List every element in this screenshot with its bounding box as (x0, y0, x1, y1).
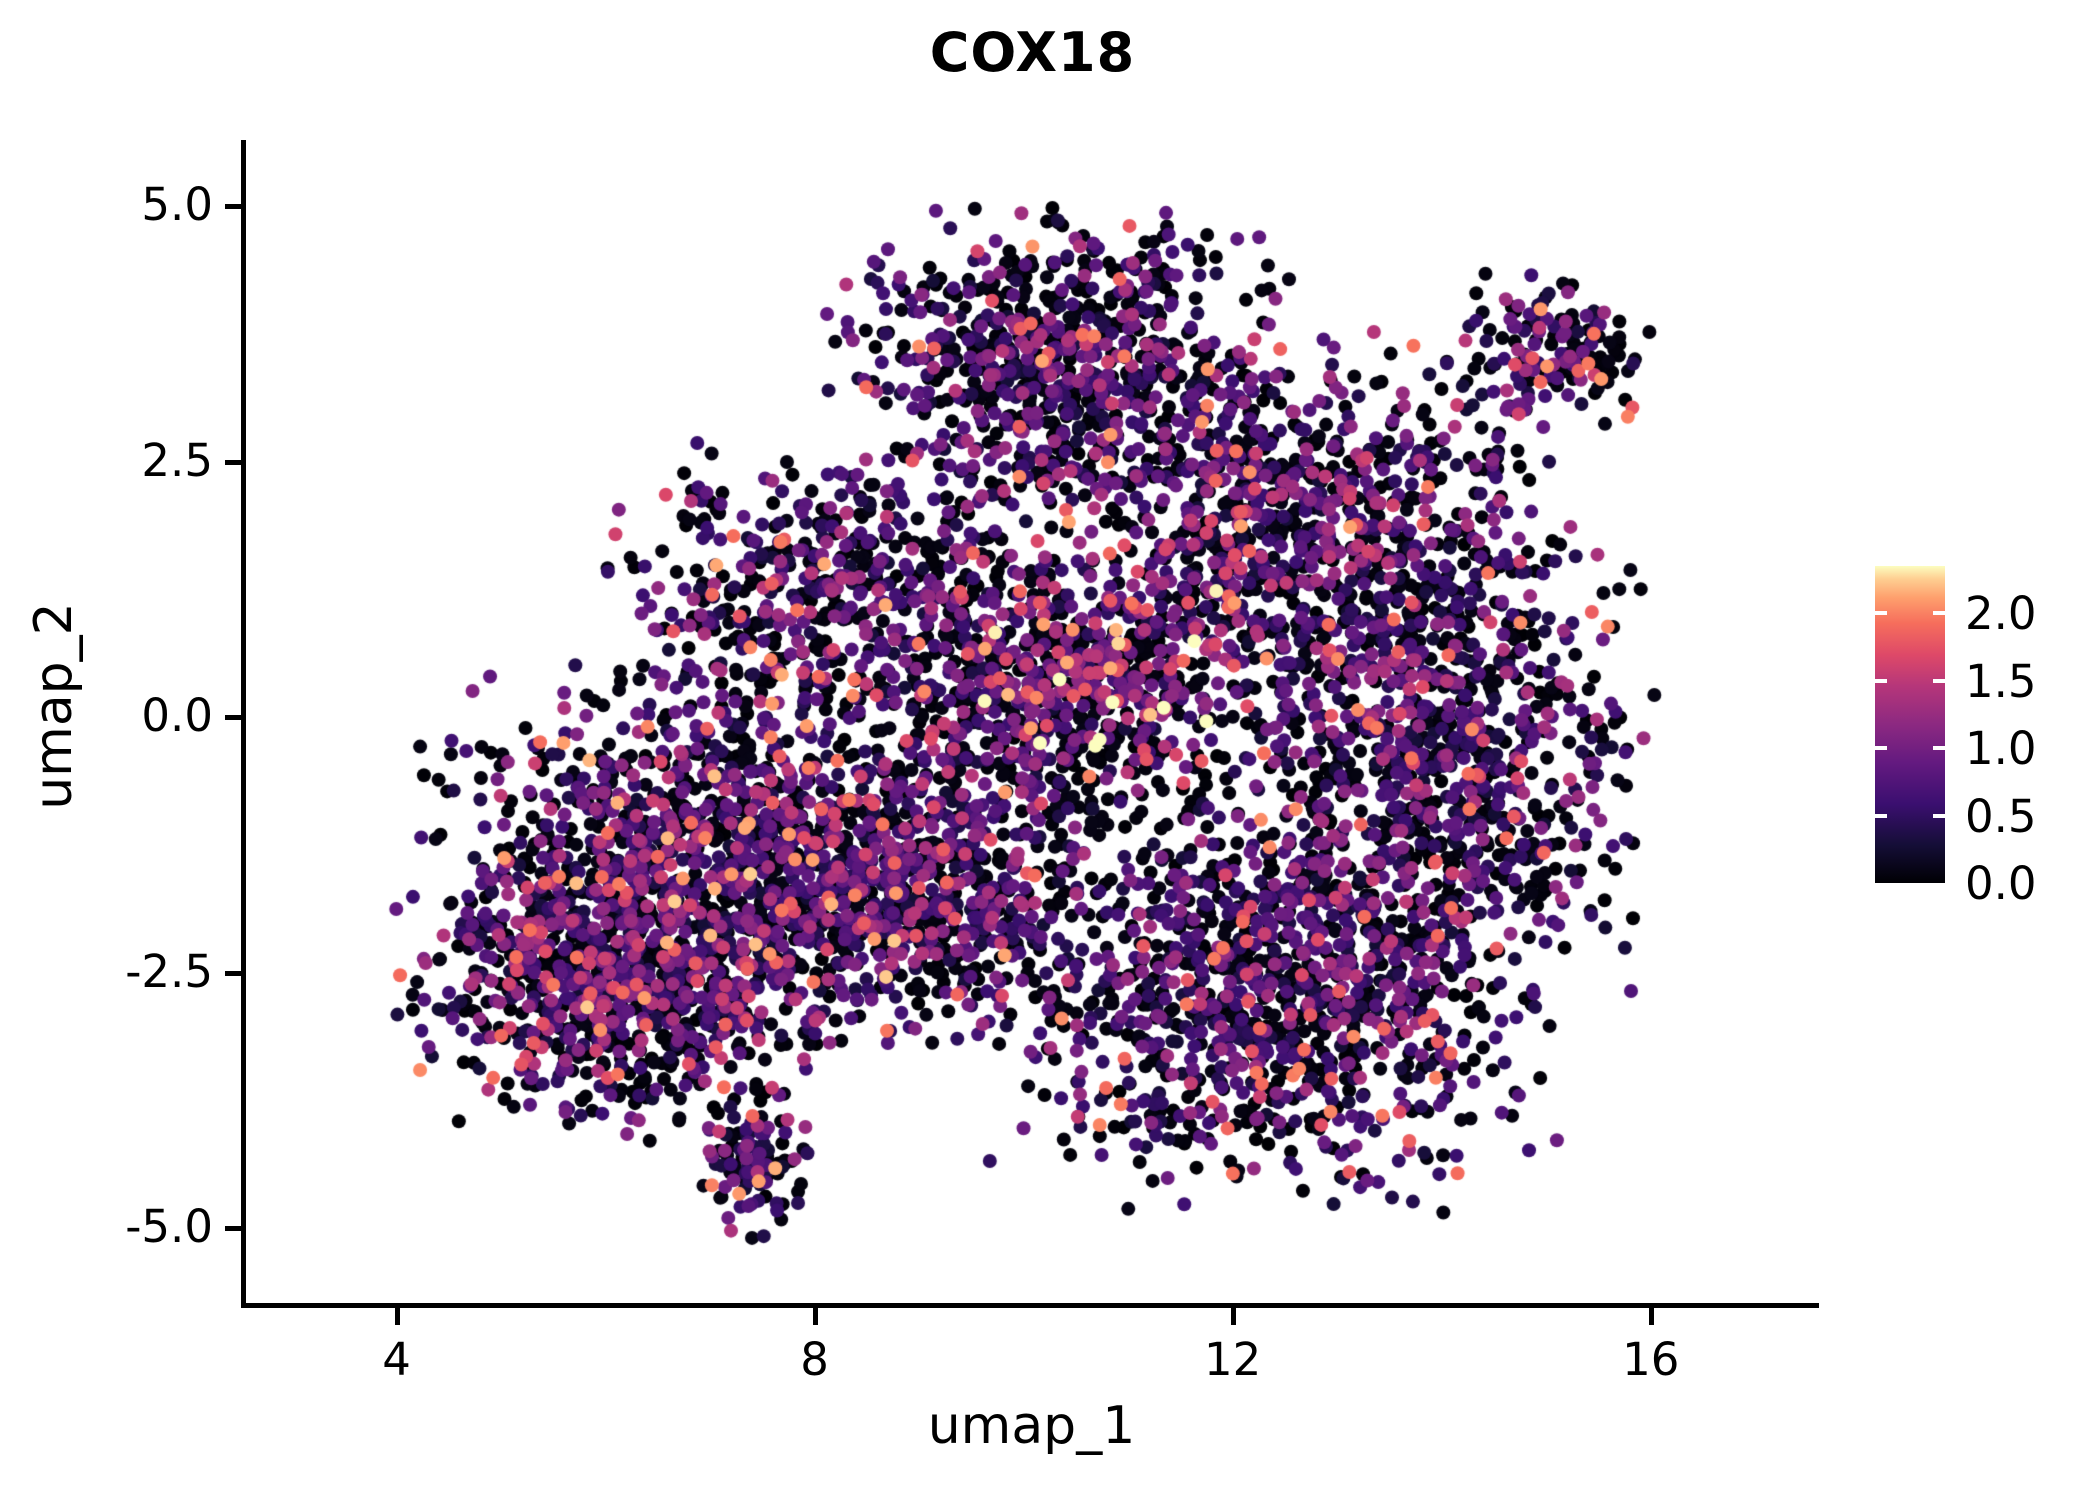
y-tick-mark (225, 715, 241, 721)
y-tick-mark (225, 204, 241, 210)
colorbar-tick-mark (1875, 611, 1887, 616)
y-tick-label: 2.5 (141, 433, 213, 487)
y-tick-label: -5.0 (125, 1200, 213, 1254)
page-title: COX18 (929, 21, 1136, 84)
y-axis-spine (241, 140, 246, 1308)
colorbar-tick-label: 0.0 (1965, 857, 2037, 910)
x-tick-label: 12 (1204, 1333, 1262, 1386)
colorbar-tick-mark (1875, 813, 1887, 818)
colorbar-tick-mark (1933, 746, 1945, 751)
colorbar-tick-mark (1933, 611, 1945, 616)
y-tick-mark (225, 970, 241, 976)
colorbar-tick-mark (1875, 678, 1887, 683)
plot-area (245, 140, 1818, 1305)
y-tick-mark (225, 459, 241, 465)
x-tick-mark (394, 1308, 400, 1325)
colorbar-tick-label: 1.5 (1965, 654, 2037, 708)
y-axis-label: umap_2 (24, 602, 84, 810)
x-axis-spine (241, 1303, 1819, 1308)
x-tick-mark (1230, 1308, 1236, 1325)
colorbar-tick-mark (1933, 678, 1945, 683)
colorbar-gradient (1875, 566, 1945, 883)
x-tick-mark (812, 1308, 818, 1325)
y-tick-label: 5.0 (141, 178, 213, 232)
colorbar: 2.0 1.5 1.0 0.5 0.0 (1875, 566, 2095, 906)
colorbar-tick-mark (1875, 746, 1887, 751)
colorbar-tick-mark (1933, 813, 1945, 818)
colorbar-tick-label: 2.0 (1965, 587, 2037, 641)
y-tick-label: 0.0 (141, 689, 213, 743)
x-tick-label: 16 (1622, 1333, 1680, 1386)
y-tick-label: -2.5 (125, 944, 213, 998)
scatter-points-canvas (245, 140, 1818, 1305)
x-tick-mark (1648, 1308, 1654, 1325)
x-tick-label: 4 (382, 1333, 411, 1386)
colorbar-tick-label: 0.5 (1965, 789, 2037, 843)
x-axis-label: umap_1 (927, 1396, 1136, 1456)
colorbar-tick-label: 1.0 (1965, 722, 2037, 776)
y-tick-mark (225, 1226, 241, 1232)
x-tick-label: 8 (800, 1333, 829, 1386)
